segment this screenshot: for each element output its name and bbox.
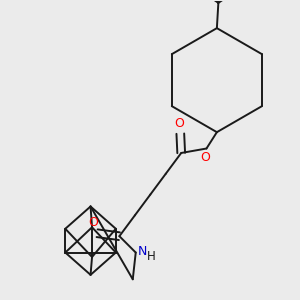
Text: H: H <box>147 250 156 263</box>
Text: O: O <box>174 117 184 130</box>
Text: O: O <box>200 151 210 164</box>
Text: O: O <box>88 216 98 229</box>
Text: N: N <box>138 245 148 258</box>
